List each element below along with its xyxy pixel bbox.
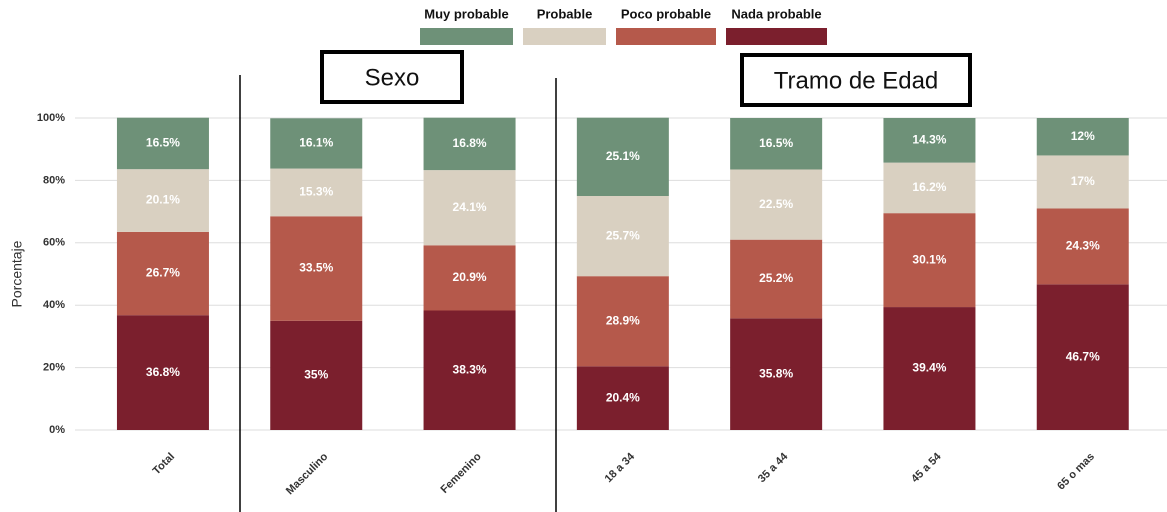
annotation-box	[320, 50, 464, 104]
data-label: 38.3%	[453, 362, 487, 376]
legend-label: Muy probable	[424, 6, 509, 21]
bar-segment	[116, 315, 209, 430]
annotation: Sexo	[365, 64, 420, 91]
bar-segment	[883, 213, 976, 308]
data-label: 46.7%	[1066, 349, 1100, 363]
bar-segment	[730, 169, 823, 240]
data-label: 16.8%	[453, 136, 487, 150]
legend-swatch	[420, 28, 513, 45]
y-tick-label: 80%	[43, 174, 65, 186]
data-label: 15.3%	[299, 185, 333, 199]
bar-segment	[116, 117, 209, 170]
legend-label: Nada probable	[731, 6, 821, 21]
bar-segment	[270, 216, 363, 321]
data-label: 28.9%	[606, 313, 640, 327]
x-tick-label: 45 a 54	[909, 450, 944, 485]
data-label: 16.5%	[759, 136, 793, 150]
data-label: 20.1%	[146, 193, 180, 207]
legend-label: Probable	[537, 6, 593, 21]
data-label: 39.4%	[912, 361, 946, 375]
bar-segment	[423, 310, 516, 430]
bar-segment	[730, 239, 823, 319]
data-label: 25.2%	[759, 271, 793, 285]
bar-segment	[270, 320, 363, 430]
y-tick-label: 20%	[43, 362, 65, 374]
y-tick-label: 60%	[43, 237, 65, 249]
bar-segment	[270, 168, 363, 217]
bar-segment	[423, 170, 516, 246]
data-label: 25.7%	[606, 228, 640, 242]
x-tick-label: Femenino	[439, 450, 484, 495]
data-label: 36.8%	[146, 365, 180, 379]
data-label: 24.1%	[453, 200, 487, 214]
y-tick-label: 40%	[43, 299, 65, 311]
bar-segment	[576, 366, 669, 430]
bar-segment	[576, 276, 669, 367]
x-tick-label: 35 a 44	[756, 450, 791, 485]
y-axis-label: Porcentaje	[9, 240, 25, 307]
legend-swatch	[523, 28, 606, 45]
bar-segment	[1036, 284, 1129, 430]
bar-segment	[423, 245, 516, 311]
bar-segment	[576, 117, 669, 196]
bar-segment	[1036, 155, 1129, 209]
data-label: 14.3%	[912, 132, 946, 146]
data-label: 25.1%	[606, 149, 640, 163]
data-label: 16.2%	[912, 180, 946, 194]
x-tick-label: Masculino	[284, 451, 331, 498]
bar-segment	[883, 118, 976, 163]
data-label: 16.1%	[299, 136, 333, 150]
data-label: 33.5%	[299, 261, 333, 275]
annotation-box	[740, 53, 972, 107]
legend-swatch	[726, 28, 827, 45]
x-tick-label: Total	[151, 451, 177, 477]
x-tick-label: 65 o mas	[1055, 451, 1097, 493]
bar-segment	[116, 169, 209, 232]
bar-segment	[883, 307, 976, 430]
data-label: 16.5%	[146, 136, 180, 150]
bar-segment	[1036, 208, 1129, 285]
data-label: 20.9%	[453, 270, 487, 284]
legend-swatch	[616, 28, 716, 45]
data-label: 35%	[304, 368, 328, 382]
x-tick-label: 18 a 34	[603, 450, 638, 485]
data-label: 24.3%	[1066, 239, 1100, 253]
bar-segment	[423, 117, 516, 171]
legend-label: Poco probable	[621, 6, 711, 21]
bar-segment	[730, 118, 823, 170]
y-tick-label: 100%	[37, 112, 65, 124]
data-label: 20.4%	[606, 390, 640, 404]
bar-segment	[1036, 118, 1129, 156]
bar-segment	[116, 231, 209, 316]
data-label: 22.5%	[759, 197, 793, 211]
bar-segment	[730, 318, 823, 430]
data-label: 17%	[1071, 174, 1095, 188]
bar-segment	[883, 162, 976, 214]
data-label: 30.1%	[912, 252, 946, 266]
data-label: 26.7%	[146, 266, 180, 280]
data-label: 35.8%	[759, 366, 793, 380]
y-tick-label: 0%	[49, 424, 65, 436]
bar-segment	[270, 118, 363, 169]
data-label: 12%	[1071, 129, 1095, 143]
annotation: Tramo de Edad	[774, 67, 939, 94]
bar-segment	[576, 196, 669, 277]
